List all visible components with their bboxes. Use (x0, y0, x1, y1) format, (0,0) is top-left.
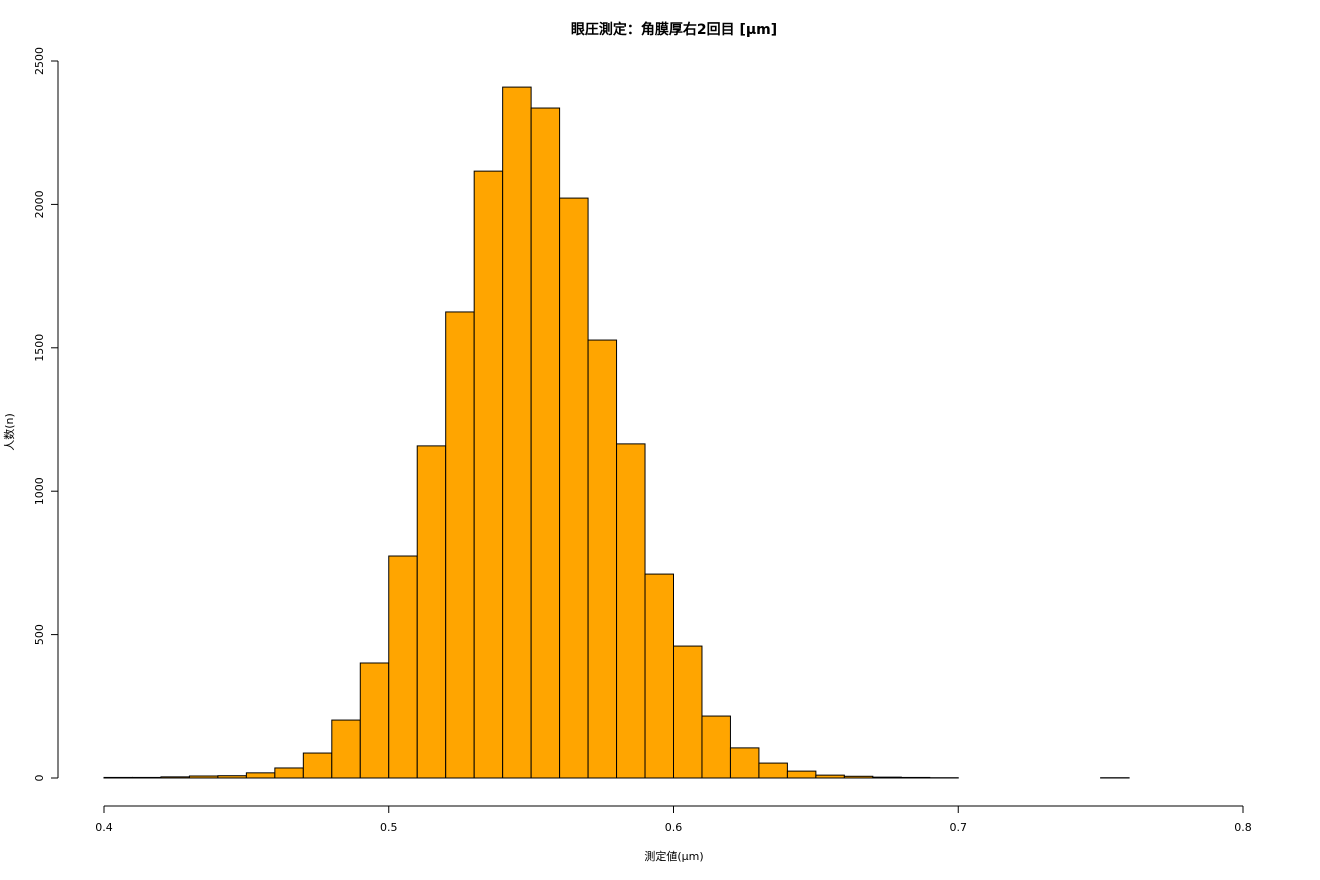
bar (160, 776, 190, 779)
y-tick-label: 500 (33, 624, 46, 645)
y-tick-label: 1000 (33, 477, 46, 505)
x-tick-label: 0.6 (665, 821, 683, 834)
bar (872, 776, 902, 779)
bar (843, 775, 874, 779)
x-tick-label: 0.8 (1234, 821, 1252, 834)
bar (502, 86, 532, 779)
bar (587, 339, 618, 779)
bar (786, 770, 817, 779)
x-tick-label: 0.7 (950, 821, 968, 834)
bar (530, 107, 561, 779)
y-axis-label: 人数(n) (3, 413, 16, 451)
x-tick-label: 0.5 (380, 821, 398, 834)
bar (331, 719, 361, 779)
bar (559, 197, 589, 779)
bar (673, 645, 703, 779)
bar (445, 311, 475, 779)
bar (701, 715, 731, 779)
x-axis-label: 測定値(μm) (644, 849, 703, 863)
y-tick-label: 1500 (33, 334, 46, 362)
bar (188, 775, 219, 779)
bar (616, 443, 646, 779)
bar (245, 772, 276, 779)
bar (359, 662, 390, 779)
x-tick-label: 0.4 (95, 821, 113, 834)
chart-title: 眼圧測定：角膜厚右2回目 [μm] (571, 21, 777, 38)
bar (274, 767, 304, 779)
bar (815, 774, 845, 779)
bar (644, 573, 675, 779)
bar (302, 752, 333, 779)
bar (729, 747, 760, 779)
bar (388, 555, 418, 779)
y-tick-label: 0 (33, 775, 46, 782)
bar (473, 170, 504, 779)
y-tick-label: 2500 (33, 47, 46, 75)
bar (217, 775, 247, 779)
bar (900, 776, 931, 779)
bar (416, 445, 447, 779)
bar (103, 776, 133, 779)
bar (131, 776, 162, 779)
bar (758, 762, 788, 779)
y-tick-label: 2000 (33, 190, 46, 218)
